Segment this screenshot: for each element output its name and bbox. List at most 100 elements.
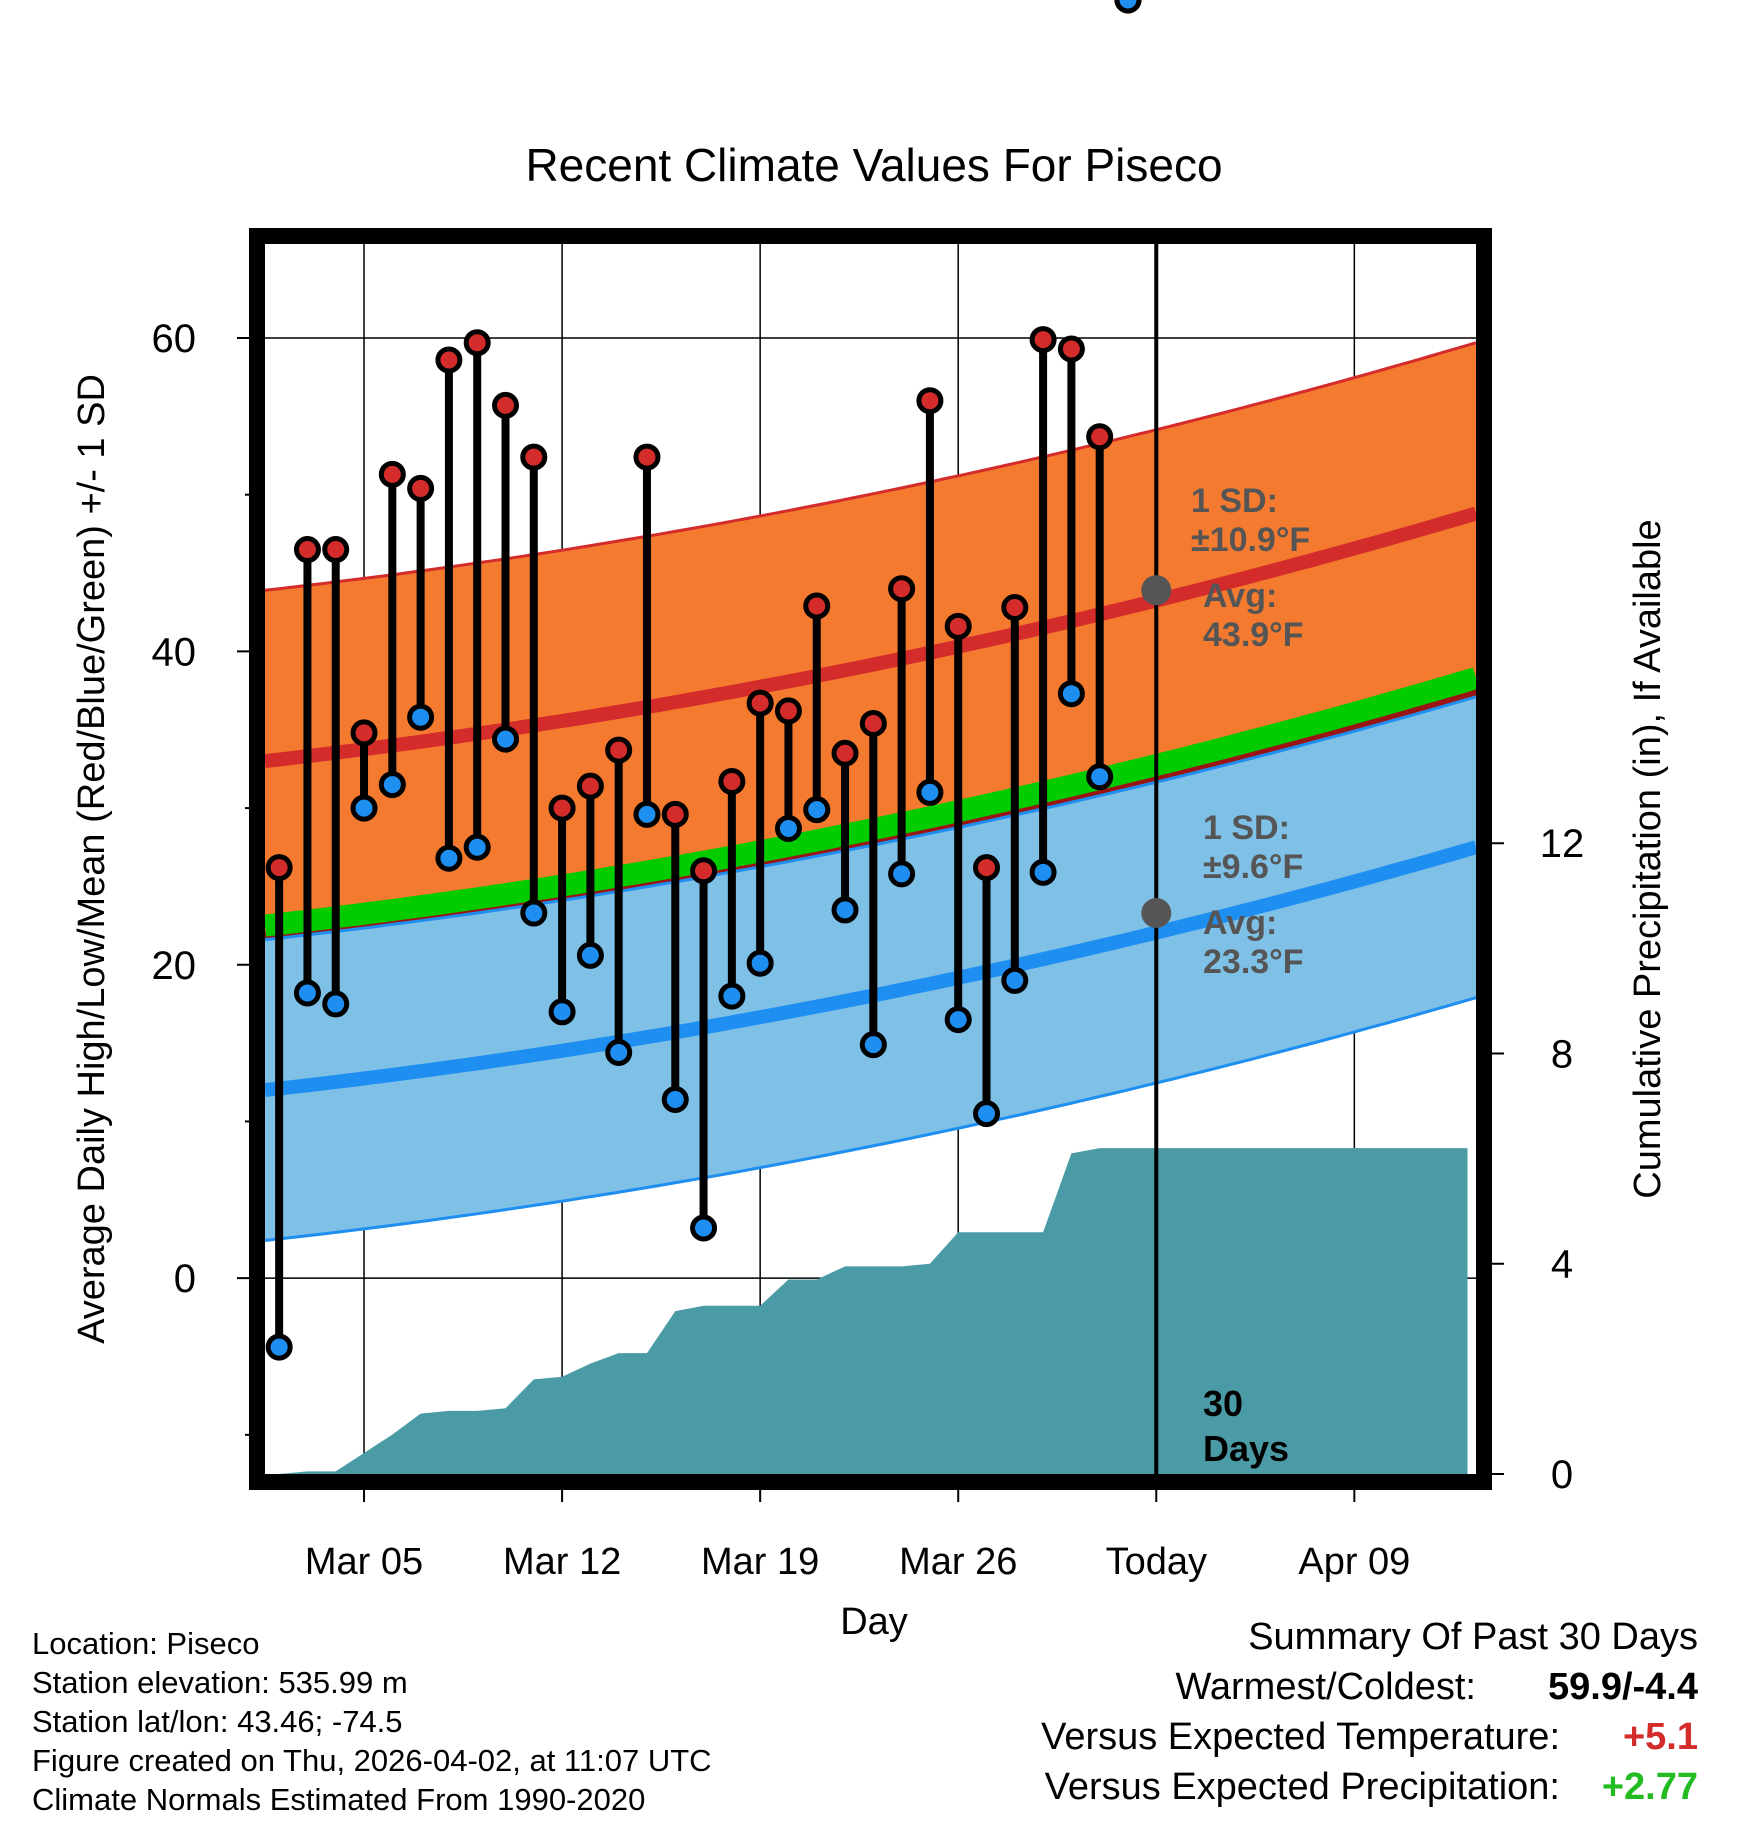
footer-latlon: Station lat/lon: 43.46; -74.5 (32, 1704, 403, 1739)
normal-high-line (264, 506, 1478, 769)
low-dot-28 (1001, 966, 1029, 994)
x-tick-label-3: Mar 26 (899, 1541, 1017, 1583)
high-dot-25 (916, 387, 944, 415)
low-dot-14 (605, 1039, 633, 1067)
footer-normals: Climate Normals Estimated From 1990-2020 (32, 1782, 646, 1817)
high-dot-15 (633, 443, 661, 471)
summary-temp-value: +5.1 (1622, 1716, 1698, 1758)
low-dot-2 (265, 1333, 293, 1361)
y-tick-label-3: 60 (152, 317, 197, 361)
daily-range-bars (265, 0, 1142, 1361)
high-dot-26 (944, 612, 972, 640)
high-dot-23 (859, 709, 887, 737)
low-dot-10 (492, 725, 520, 753)
high-dot-14 (605, 736, 633, 764)
plot-border (249, 228, 1492, 1490)
low-dot-27 (973, 1100, 1001, 1128)
high-dot-9 (463, 329, 491, 357)
high-avg-label: Avg: (1203, 577, 1277, 615)
low-dot-7 (407, 703, 435, 731)
low-dot-3 (293, 979, 321, 1007)
precip-area (279, 1148, 1468, 1474)
high-dot-11 (520, 443, 548, 471)
summary-precip-label: Versus Expected Precipitation: (1044, 1766, 1560, 1808)
plot-frame (249, 228, 1492, 1490)
high-dot-27 (973, 854, 1001, 882)
y2-tick-label-3: 12 (1540, 822, 1585, 866)
low-dot-26 (944, 1006, 972, 1034)
summary-warm-cold-label: Warmest/Coldest: (1175, 1666, 1476, 1708)
low-dot-4 (322, 990, 350, 1018)
today-low-avg-dot (1141, 898, 1172, 929)
low-avg-label: Avg: (1203, 904, 1277, 942)
y-tick-label-2: 40 (152, 630, 197, 674)
high-dot-28 (1001, 594, 1029, 622)
footer-elevation: Station elevation: 535.99 m (32, 1665, 408, 1700)
footer-created: Figure created on Thu, 2026-04-02, at 11… (32, 1743, 712, 1778)
today-high-avg-dot (1141, 575, 1172, 606)
x-tick-label-1: Mar 12 (503, 1541, 621, 1583)
low-dot-31 (1086, 763, 1114, 791)
high-dot-3 (293, 536, 321, 564)
high-dot-24 (888, 575, 916, 603)
high-dot-29 (1029, 326, 1057, 354)
low-dot-6 (378, 771, 406, 799)
summary-heading: Summary Of Past 30 Days (1248, 1616, 1698, 1658)
precip-cumulative-area (279, 1148, 1468, 1474)
chart-title: Recent Climate Values For Piseco (525, 139, 1223, 191)
x-tick-label-2: Mar 19 (701, 1541, 819, 1583)
high-sd-top-edge (264, 341, 1477, 592)
y-tick-label-1: 20 (152, 944, 197, 988)
low-dot-23 (859, 1031, 887, 1059)
low-sd-bottom-edge (264, 996, 1477, 1242)
high-sd-label: 1 SD: (1191, 482, 1278, 520)
high-avg-value: 43.9°F (1203, 616, 1304, 654)
low-avg-value: 23.3°F (1203, 943, 1304, 981)
x-tick-label-5: Apr 09 (1298, 1541, 1410, 1583)
low-dot-5 (350, 794, 378, 822)
high-dot-18 (718, 767, 746, 795)
low-dot-12 (548, 998, 576, 1026)
high-dot-19 (746, 689, 774, 717)
high-dot-8 (435, 346, 463, 374)
footer-location: Location: Piseco (32, 1626, 260, 1661)
high-dot-17 (690, 857, 718, 885)
high-dot-22 (831, 739, 859, 767)
low-dot-16 (661, 1086, 689, 1114)
low-dot-18 (718, 982, 746, 1010)
days-count: 30 (1203, 1383, 1243, 1424)
y2-tick-label-1: 4 (1551, 1243, 1573, 1287)
high-sd-band (265, 342, 1476, 932)
low-dot-32 (1114, 0, 1142, 14)
days-word: Days (1203, 1428, 1289, 1469)
x-tick-label-0: Mar 05 (305, 1541, 423, 1583)
high-dot-30 (1057, 335, 1085, 363)
high-dot-31 (1086, 423, 1114, 451)
axes: Mar 05 Mar 12 Mar 19 Mar 26 Today Apr 09 Day 0 2… (71, 317, 1669, 1643)
high-sd-value: ±10.9°F (1191, 521, 1310, 559)
low-sd-label: 1 SD: (1203, 809, 1290, 847)
low-dot-8 (435, 844, 463, 872)
y2-axis-label: Cumulative Precipitation (in), If Availa… (1627, 519, 1669, 1198)
high-dot-16 (661, 800, 689, 828)
high-dot-13 (576, 772, 604, 800)
low-dot-17 (690, 1214, 718, 1242)
high-dot-21 (803, 592, 831, 620)
y2-tick-label-0: 0 (1551, 1453, 1573, 1497)
high-dot-12 (548, 794, 576, 822)
low-dot-29 (1029, 858, 1057, 886)
x-axis-label: Day (840, 1601, 908, 1643)
low-dot-25 (916, 778, 944, 806)
high-dot-10 (492, 391, 520, 419)
low-sd-value: ±9.6°F (1203, 848, 1303, 886)
y-axis-label: Average Daily High/Low/Mean (Red/Blue/Gr… (71, 374, 113, 1344)
low-dot-21 (803, 796, 831, 824)
low-dot-11 (520, 899, 548, 927)
low-dot-20 (774, 814, 802, 842)
high-dot-5 (350, 719, 378, 747)
low-dot-15 (633, 800, 661, 828)
summary-precip-value: +2.77 (1601, 1766, 1698, 1808)
low-dot-22 (831, 896, 859, 924)
